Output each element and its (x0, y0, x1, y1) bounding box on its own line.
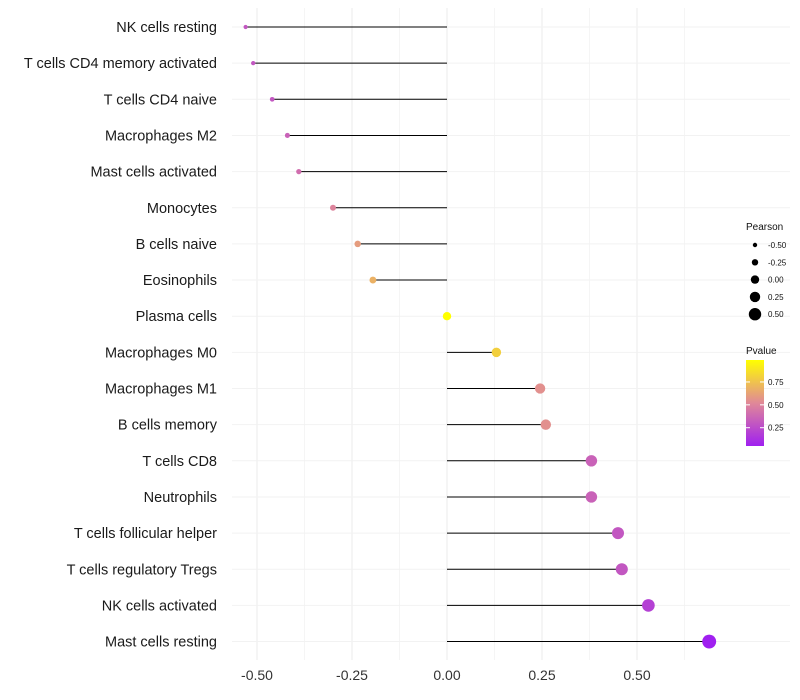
lollipop-point (612, 527, 624, 540)
pearson-legend-label: 0.00 (768, 276, 784, 285)
lollipop-point (296, 168, 302, 175)
pearson-legend-key (751, 259, 759, 266)
pvalue-colorbar (746, 360, 764, 446)
category-label: B cells memory (118, 418, 218, 434)
pearson-legend-title: Pearson (746, 222, 783, 233)
category-label: Monocytes (147, 201, 217, 217)
category-label: T cells CD8 (142, 454, 217, 470)
x-axis-tick-labels: -0.50 -0.25 0.00 0.25 0.50 (241, 667, 651, 683)
lollipop-point (491, 347, 502, 358)
lollipop-point (540, 419, 552, 430)
x-tick-label: -0.50 (241, 667, 273, 683)
pvalue-legend-label: 0.50 (768, 401, 784, 410)
category-label: T cells CD4 memory activated (24, 56, 217, 72)
pearson-legend-label: -0.50 (768, 241, 787, 250)
pearson-legend-key (748, 308, 762, 321)
category-label: Macrophages M2 (105, 128, 217, 144)
category-label: Eosinophils (143, 273, 217, 289)
category-label: T cells follicular helper (74, 526, 217, 542)
pearson-legend-key (749, 291, 761, 303)
grid-lines (232, 8, 790, 660)
lollipop-point (354, 240, 361, 248)
x-tick-label: -0.25 (336, 667, 368, 683)
pvalue-legend-title: Pvalue (746, 346, 777, 357)
pearson-size-legend: Pearson -0.50 -0.25 0.00 0.25 0.50 (746, 222, 787, 321)
lollipop-dots (243, 24, 717, 649)
category-label: Mast cells resting (105, 635, 217, 651)
x-tick-label: 0.25 (528, 667, 555, 683)
category-label: Plasma cells (136, 309, 217, 325)
x-tick-label: 0.00 (433, 667, 460, 683)
lollipop-point (269, 96, 275, 102)
pearson-legend-key (750, 275, 760, 284)
lollipop-point (442, 312, 452, 321)
lollipop-point (615, 563, 628, 576)
category-labels: NK cells resting T cells CD4 memory activ… (24, 20, 218, 651)
category-label: NK cells activated (102, 598, 217, 614)
lollipop-point (585, 491, 598, 503)
lollipop-point (251, 60, 256, 66)
lollipop-point (702, 634, 717, 649)
category-label: Mast cells activated (90, 165, 217, 181)
category-label: T cells regulatory Tregs (67, 562, 217, 578)
pearson-legend-label: 0.25 (768, 293, 784, 302)
lollipop-point (642, 599, 655, 612)
category-label: Macrophages M1 (105, 382, 217, 398)
category-label: NK cells resting (116, 20, 217, 36)
x-tick-label: 0.50 (623, 667, 650, 683)
lollipop-point (585, 455, 598, 467)
lollipop-stems (245, 26, 710, 643)
lollipop-point (369, 276, 377, 284)
lollipop-point (243, 24, 248, 30)
lollipop-point (534, 383, 546, 394)
pearson-legend-label: -0.25 (768, 258, 787, 267)
category-label: B cells naive (136, 237, 217, 253)
lollipop-point (330, 204, 336, 211)
category-label: Macrophages M0 (105, 345, 217, 361)
pearson-legend-key (752, 242, 758, 248)
pearson-legend-label: 0.50 (768, 310, 784, 319)
lollipop-point (284, 132, 290, 138)
pvalue-legend-label: 0.25 (768, 424, 784, 433)
pvalue-color-legend: Pvalue 0.75 0.50 0.25 (746, 346, 784, 446)
pvalue-legend-label: 0.75 (768, 378, 784, 387)
category-label: Neutrophils (144, 490, 217, 506)
category-label: T cells CD4 naive (104, 92, 217, 108)
